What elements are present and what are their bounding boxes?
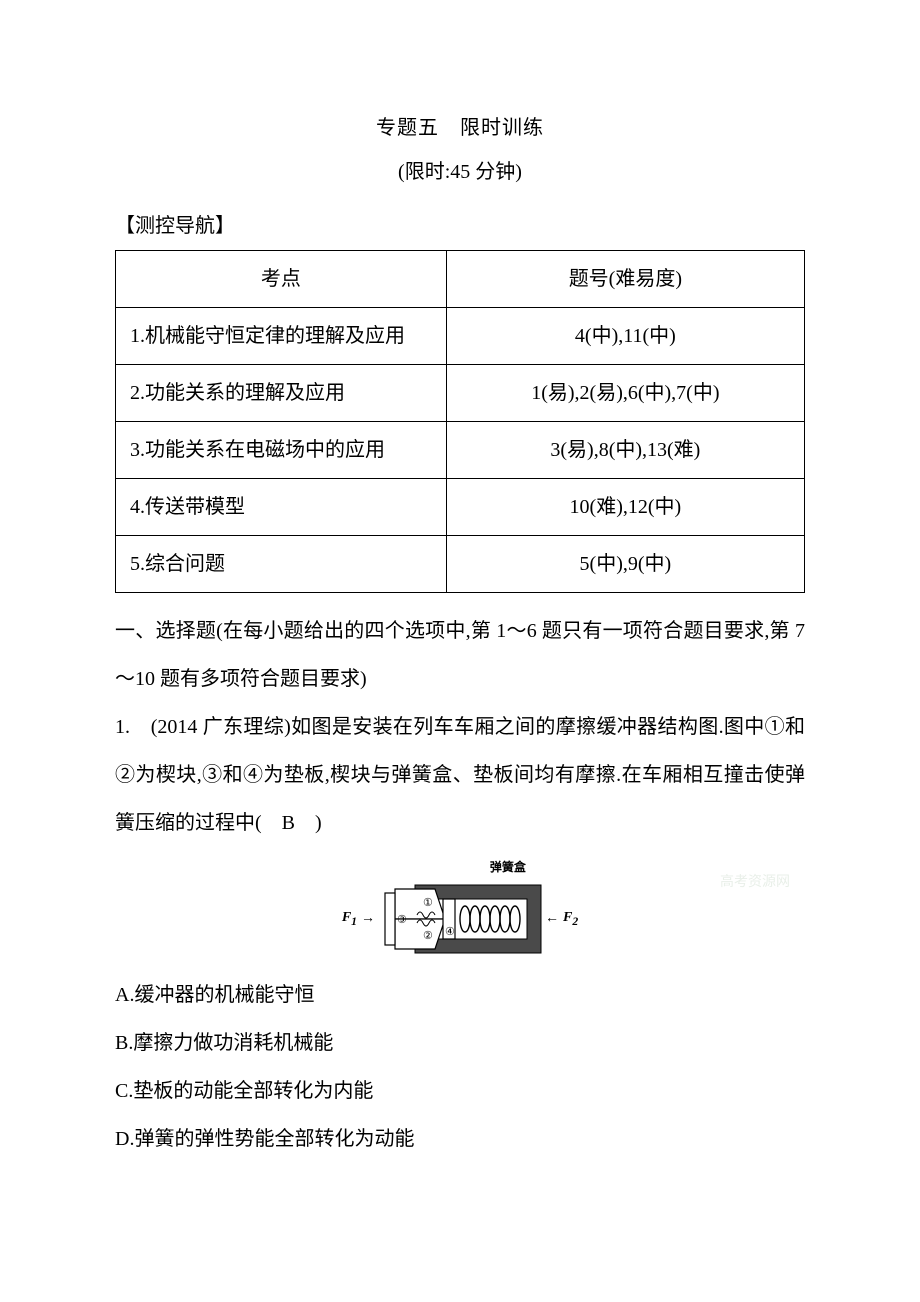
buffer-diagram: 弹簧盒 F1 →	[338, 857, 582, 957]
table-row: 1.机械能守恒定律的理解及应用 4(中),11(中)	[116, 308, 805, 365]
section-instructions: 一、选择题(在每小题给出的四个选项中,第 1～6 题只有一项符合题目要求,第 7…	[115, 607, 805, 703]
force-f1-label: F1	[342, 905, 357, 932]
buffer-structure-icon: ① ② ③ ④	[375, 881, 545, 957]
option-d: D.弹簧的弹性势能全部转化为动能	[115, 1115, 805, 1163]
table-row: 2.功能关系的理解及应用 1(易),2(易),6(中),7(中)	[116, 365, 805, 422]
question-1-stem: 1. (2014 广东理综)如图是安装在列车车厢之间的摩擦缓冲器结构图.图中①和…	[115, 703, 805, 847]
table-cell-topic: 3.功能关系在电磁场中的应用	[116, 422, 447, 479]
table-cell-numbers: 3(易),8(中),13(难)	[446, 422, 804, 479]
option-b: B.摩擦力做功消耗机械能	[115, 1019, 805, 1067]
option-a: A.缓冲器的机械能守恒	[115, 971, 805, 1019]
watermark-text: 高考资源网	[720, 870, 790, 895]
svg-text:②: ②	[423, 930, 433, 942]
table-header-right: 题号(难易度)	[446, 251, 804, 308]
table-row: 3.功能关系在电磁场中的应用 3(易),8(中),13(难)	[116, 422, 805, 479]
arrow-left-icon: ←	[545, 906, 559, 931]
page-title: 专题五 限时训练	[115, 110, 805, 146]
table-cell-numbers: 10(难),12(中)	[446, 479, 804, 536]
table-cell-topic: 1.机械能守恒定律的理解及应用	[116, 308, 447, 365]
figure-wrapper: 弹簧盒 F1 →	[115, 857, 805, 957]
table-header-row: 考点 题号(难易度)	[116, 251, 805, 308]
svg-text:④: ④	[445, 926, 455, 938]
section-header: 【测控导航】	[115, 208, 805, 244]
svg-text:①: ①	[423, 897, 433, 909]
table-row: 4.传送带模型 10(难),12(中)	[116, 479, 805, 536]
table-cell-numbers: 5(中),9(中)	[446, 536, 804, 593]
arrow-right-icon: →	[361, 906, 375, 931]
table-row: 5.综合问题 5(中),9(中)	[116, 536, 805, 593]
table-cell-topic: 2.功能关系的理解及应用	[116, 365, 447, 422]
table-cell-topic: 5.综合问题	[116, 536, 447, 593]
force-f2-label: F2	[563, 905, 578, 932]
topic-table: 考点 题号(难易度) 1.机械能守恒定律的理解及应用 4(中),11(中) 2.…	[115, 250, 805, 593]
option-c: C.垫板的动能全部转化为内能	[115, 1067, 805, 1115]
table-cell-numbers: 4(中),11(中)	[446, 308, 804, 365]
spring-box-label: 弹簧盒	[338, 857, 548, 879]
table-cell-topic: 4.传送带模型	[116, 479, 447, 536]
table-cell-numbers: 1(易),2(易),6(中),7(中)	[446, 365, 804, 422]
table-header-left: 考点	[116, 251, 447, 308]
svg-text:③: ③	[397, 914, 407, 926]
page-subtitle: (限时:45 分钟)	[115, 154, 805, 190]
